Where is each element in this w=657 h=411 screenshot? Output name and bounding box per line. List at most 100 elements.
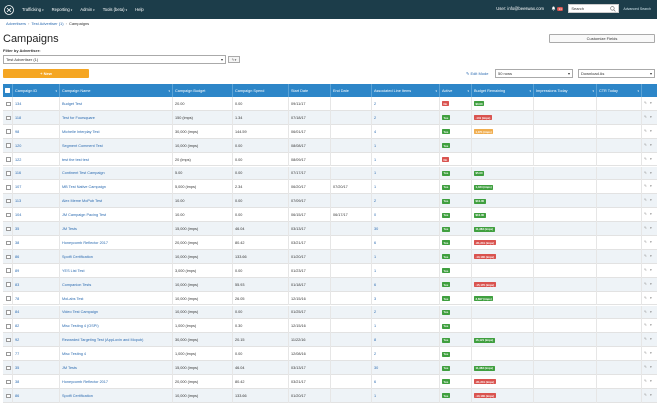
nav-tools[interactable]: Tools (beta)▾ [102, 7, 128, 12]
row-checkbox[interactable] [3, 166, 13, 181]
nav-help[interactable]: Help [135, 7, 144, 12]
table-row[interactable]: 92 Rewarded Targeting Test (AppLovin and … [3, 333, 657, 348]
table-row[interactable]: 35 JM Tests 15,000 (imps) 46.04 03/13/17 30 Ye… [3, 222, 657, 236]
cell-line-items[interactable]: 2 [372, 194, 440, 209]
cell-line-items[interactable]: 30 [372, 361, 440, 375]
row-menu-icon[interactable]: ▾ [650, 309, 652, 314]
cell-line-items[interactable]: 6 [372, 375, 440, 389]
row-checkbox[interactable] [3, 263, 13, 278]
cell-campaign-id[interactable]: 92 [13, 333, 60, 348]
row-menu-icon[interactable]: ▾ [650, 170, 652, 175]
cell-line-items[interactable]: 1 [372, 249, 440, 264]
cell-campaign-id[interactable]: 113 [13, 194, 60, 209]
notifications[interactable]: 34 [551, 6, 564, 11]
cell-line-items[interactable]: 2 [372, 110, 440, 125]
cell-line-items[interactable]: 8 [372, 333, 440, 348]
row-checkbox[interactable] [3, 319, 13, 334]
table-row[interactable]: 77 Misc Testing 4 1,000 (imps) 0.00 12/08/16… [3, 347, 657, 362]
row-menu-icon[interactable]: ▾ [650, 212, 652, 217]
edit-icon[interactable]: ✎ [644, 337, 647, 342]
cell-line-items[interactable]: 4 [372, 124, 440, 139]
row-checkbox[interactable] [3, 291, 13, 306]
cell-campaign-id[interactable]: 104 [13, 208, 60, 223]
download-as-select[interactable]: Download As ▾ [578, 69, 655, 78]
row-menu-icon[interactable]: ▾ [650, 295, 652, 300]
row-checkbox[interactable] [3, 222, 13, 236]
cell-campaign-name[interactable]: Spotfi Certification [60, 249, 173, 264]
row-checkbox[interactable] [3, 138, 13, 153]
cell-line-items[interactable]: 1 [372, 152, 440, 167]
edit-icon[interactable]: ✎ [644, 281, 647, 286]
edit-icon[interactable]: ✎ [644, 351, 647, 356]
header-end-date[interactable]: End Date [331, 84, 372, 97]
filter-edit-button[interactable]: ✎▾ [228, 56, 240, 63]
cell-campaign-id[interactable]: 82 [13, 319, 60, 334]
edit-icon[interactable]: ✎ [644, 128, 647, 133]
cell-campaign-id[interactable]: 134 [13, 97, 60, 111]
table-row[interactable]: 98 Michelle Interplay Test 30,000 (imps) 14… [3, 124, 657, 139]
nav-trafficking[interactable]: Trafficking▾ [22, 7, 44, 12]
header-ctr-today[interactable]: CTR Today ▾ [597, 84, 642, 97]
edit-icon[interactable]: ✎ [644, 392, 647, 397]
cell-campaign-name[interactable]: Spotfi Certification [60, 388, 173, 403]
row-checkbox[interactable] [3, 236, 13, 250]
cell-campaign-name[interactable]: Segment Comment Test [60, 138, 173, 153]
logo-icon[interactable] [4, 4, 14, 15]
table-row[interactable]: 134 Budget Test 20.00 0.00 09/11/17 2 No $0.00 ✎… [3, 97, 657, 111]
row-menu-icon[interactable]: ▾ [650, 198, 652, 203]
header-campaign-spend[interactable]: Campaign Spend [233, 84, 289, 97]
row-menu-icon[interactable]: ▾ [650, 156, 652, 161]
cell-line-items[interactable]: 1 [372, 180, 440, 195]
edit-icon[interactable]: ✎ [644, 226, 647, 231]
cell-campaign-name[interactable]: YES List Test [60, 263, 173, 278]
header-budget-remaining[interactable]: Budget Remaining ▾ [472, 84, 534, 97]
table-row[interactable]: 38 Honeycomb Reflector 2017 20,000 (imps) 8… [3, 375, 657, 389]
row-menu-icon[interactable]: ▾ [650, 101, 652, 105]
table-row[interactable]: 78 MoLabs Test 10,000 (imps) 26.05 12/15/16 3… [3, 291, 657, 306]
table-row[interactable]: 83 Companion Tests 10,000 (imps) 55.93 01/18… [3, 277, 657, 292]
edit-icon[interactable]: ✎ [644, 101, 647, 105]
edit-icon[interactable]: ✎ [644, 309, 647, 314]
header-active[interactable]: Active ▾ [440, 84, 472, 97]
table-row[interactable]: 38 Honeycomb Reflector 2017 20,000 (imps) 8… [3, 236, 657, 250]
cell-campaign-name[interactable]: JM Tests [60, 222, 173, 236]
table-row[interactable]: 86 Spotfi Certification 10,000 (imps) 133.6… [3, 388, 657, 403]
table-row[interactable]: 107 MB Test Native Campaign 5,000 (imps) 2.… [3, 180, 657, 195]
cell-line-items[interactable]: 2 [372, 305, 440, 320]
table-row[interactable]: 89 YES List Test 3,000 (imps) 0.00 01/23/17 1… [3, 263, 657, 278]
search-input[interactable]: Search [568, 4, 620, 13]
cell-campaign-name[interactable]: Budget Test [60, 97, 173, 111]
table-row[interactable]: 113 Alex Meme MoPub Test 10.00 0.00 07/09/17… [3, 194, 657, 209]
cell-campaign-name[interactable]: Honeycomb Reflector 2017 [60, 375, 173, 389]
cell-campaign-name[interactable]: JM Tests [60, 361, 173, 375]
cell-campaign-name[interactable]: Michelle Interplay Test [60, 124, 173, 139]
header-campaign-budget[interactable]: Campaign Budget [173, 84, 233, 97]
row-menu-icon[interactable]: ▾ [650, 392, 652, 397]
nav-admin[interactable]: Admin▾ [80, 7, 95, 12]
cell-line-items[interactable]: 6 [372, 277, 440, 292]
cell-campaign-id[interactable]: 35 [13, 361, 60, 375]
row-menu-icon[interactable]: ▾ [650, 267, 652, 272]
row-menu-icon[interactable]: ▾ [650, 351, 652, 356]
select-all-checkbox[interactable] [3, 84, 13, 97]
cell-campaign-id[interactable]: 35 [13, 222, 60, 236]
cell-campaign-id[interactable]: 122 [13, 152, 60, 167]
new-campaign-button[interactable]: + New [3, 69, 89, 78]
cell-campaign-id[interactable]: 86 [13, 388, 60, 403]
cell-campaign-id[interactable]: 116 [13, 166, 60, 181]
cell-campaign-name[interactable]: Companion Tests [60, 277, 173, 292]
cell-campaign-name[interactable]: Video Test Campaign [60, 305, 173, 320]
row-menu-icon[interactable]: ▾ [650, 226, 652, 231]
edit-icon[interactable]: ✎ [644, 142, 647, 147]
row-checkbox[interactable] [3, 152, 13, 167]
cell-campaign-id[interactable]: 84 [13, 305, 60, 320]
advanced-search-link[interactable]: Advanced Search [623, 6, 651, 11]
cell-campaign-id[interactable]: 83 [13, 277, 60, 292]
advertiser-filter-select[interactable]: Test Advertiser (1) ▾ [3, 55, 226, 64]
edit-icon[interactable]: ✎ [644, 198, 647, 203]
row-checkbox[interactable] [3, 97, 13, 111]
row-checkbox[interactable] [3, 208, 13, 223]
user-menu[interactable]: User: info@beeswax.com [496, 6, 545, 11]
row-checkbox[interactable] [3, 333, 13, 348]
table-row[interactable]: 84 Video Test Campaign 10,000 (imps) 0.00 01… [3, 305, 657, 320]
